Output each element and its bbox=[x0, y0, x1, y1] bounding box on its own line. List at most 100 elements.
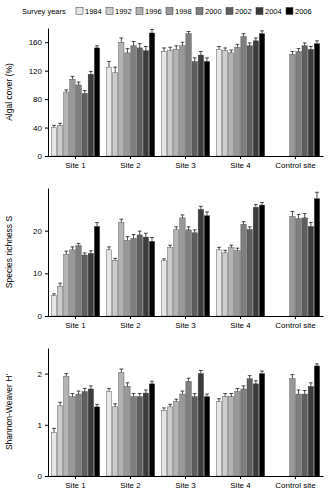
x-tick-mark bbox=[295, 476, 296, 479]
y-tick-label: 20 bbox=[33, 227, 42, 236]
bar bbox=[247, 379, 252, 476]
error-bar bbox=[248, 227, 252, 230]
error-line bbox=[225, 48, 226, 51]
y-tick-mark bbox=[45, 71, 48, 72]
bar bbox=[167, 407, 172, 476]
bar bbox=[94, 407, 99, 476]
error-bar bbox=[260, 203, 264, 206]
bar bbox=[222, 397, 227, 476]
error-cap bbox=[113, 67, 117, 68]
bar bbox=[76, 85, 81, 156]
error-bar bbox=[217, 247, 221, 250]
error-bar bbox=[181, 42, 185, 46]
y-axis-title: Species richness S bbox=[4, 216, 14, 289]
error-line bbox=[261, 203, 262, 206]
error-bar bbox=[95, 404, 99, 407]
error-line bbox=[115, 67, 116, 73]
y-tick: 80 bbox=[33, 95, 48, 104]
bar bbox=[112, 407, 117, 476]
error-cap bbox=[119, 219, 123, 220]
error-cap bbox=[260, 30, 264, 31]
error-bar bbox=[187, 227, 191, 230]
error-line bbox=[145, 46, 146, 50]
error-line bbox=[243, 34, 244, 37]
bar bbox=[253, 41, 258, 156]
error-line bbox=[292, 51, 293, 54]
x-tick-label: Site 4 bbox=[230, 161, 251, 170]
error-bar bbox=[168, 404, 172, 407]
bar bbox=[308, 386, 313, 476]
error-cap bbox=[199, 370, 203, 371]
error-cap bbox=[71, 76, 75, 77]
bar bbox=[161, 51, 166, 156]
bar bbox=[174, 402, 179, 476]
y-tick-mark bbox=[45, 231, 48, 232]
bar bbox=[259, 205, 264, 316]
y-axis-title: Shannon-Weaver H' bbox=[4, 374, 14, 450]
y-tick-label: 160 bbox=[29, 38, 43, 47]
error-bar bbox=[174, 46, 178, 50]
bar bbox=[112, 261, 117, 316]
error-cap bbox=[229, 245, 233, 246]
error-bar bbox=[162, 259, 166, 261]
error-cap bbox=[132, 41, 136, 42]
error-bar bbox=[71, 394, 75, 397]
error-line bbox=[139, 44, 140, 48]
error-bar bbox=[107, 61, 111, 67]
legend-label: 1998 bbox=[175, 7, 192, 16]
error-bar bbox=[150, 237, 154, 241]
bar bbox=[222, 253, 227, 316]
error-cap bbox=[71, 393, 75, 394]
error-line bbox=[121, 38, 122, 42]
legend-swatch bbox=[76, 8, 83, 15]
y-tick: 0 bbox=[38, 472, 48, 481]
y-tick-mark bbox=[45, 425, 48, 426]
error-line bbox=[249, 376, 250, 379]
error-cap bbox=[303, 390, 307, 391]
bar bbox=[125, 240, 130, 316]
error-line bbox=[90, 251, 91, 254]
error-bar bbox=[236, 248, 240, 251]
x-tick-label: Site 3 bbox=[175, 481, 196, 490]
error-cap bbox=[199, 206, 203, 207]
error-cap bbox=[242, 33, 246, 34]
y-tick-mark bbox=[45, 42, 48, 43]
error-line bbox=[298, 390, 299, 394]
error-bar bbox=[248, 43, 252, 46]
bar bbox=[308, 226, 313, 316]
error-bar bbox=[242, 386, 246, 389]
bar bbox=[51, 432, 56, 476]
error-cap bbox=[144, 389, 148, 390]
bar bbox=[70, 397, 75, 476]
error-bar bbox=[187, 378, 191, 381]
plot-area bbox=[51, 29, 319, 156]
x-tick-label: Site 2 bbox=[120, 161, 141, 170]
error-cap bbox=[174, 399, 178, 400]
legend-title: Survey years bbox=[22, 7, 66, 16]
error-cap bbox=[89, 385, 93, 386]
x-tick-mark bbox=[130, 316, 131, 319]
bar bbox=[302, 218, 307, 316]
error-line bbox=[231, 50, 232, 53]
error-cap bbox=[113, 258, 117, 259]
error-cap bbox=[229, 393, 233, 394]
x-tick-mark bbox=[130, 156, 131, 159]
x-axis: Site 1Site 2Site 3Site 4Control site bbox=[49, 476, 324, 490]
error-bar bbox=[217, 46, 221, 49]
error-bar bbox=[132, 42, 136, 46]
error-bar bbox=[297, 49, 301, 52]
error-line bbox=[231, 245, 232, 248]
y-axis-line bbox=[48, 189, 49, 317]
error-bar bbox=[77, 82, 81, 85]
error-bar bbox=[303, 43, 307, 46]
bar bbox=[314, 199, 319, 316]
y-axis: 04080120160 bbox=[29, 29, 49, 162]
error-line bbox=[298, 49, 299, 52]
y-axis-title: Algal cover (%) bbox=[4, 63, 14, 121]
error-line bbox=[139, 394, 140, 397]
error-bar bbox=[303, 390, 307, 394]
error-cap bbox=[58, 123, 62, 124]
bar bbox=[76, 394, 81, 476]
bar bbox=[64, 92, 69, 156]
error-cap bbox=[138, 43, 142, 44]
